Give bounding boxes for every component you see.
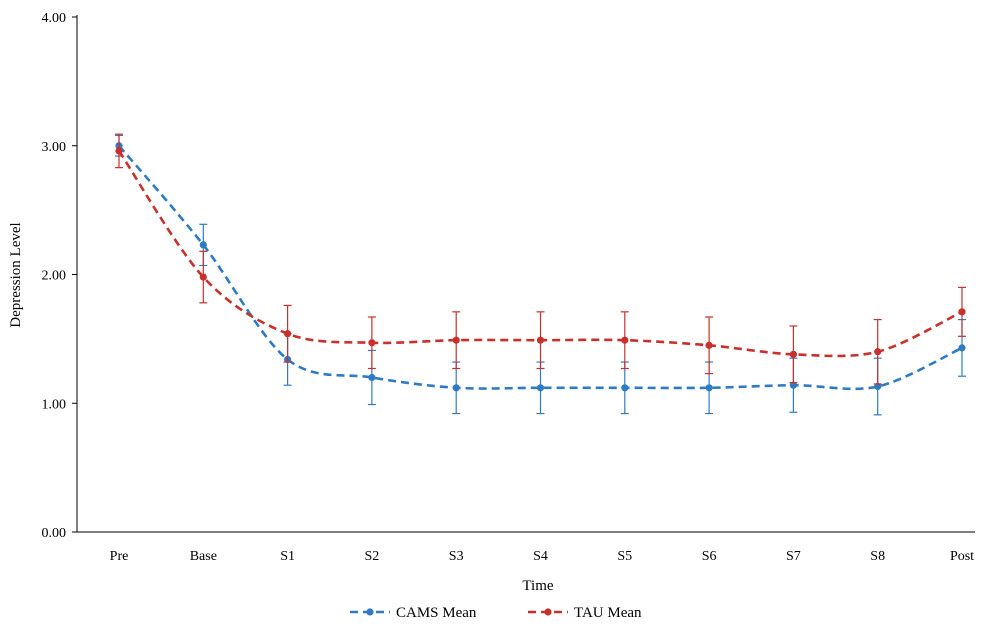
x-tick-label: Pre bbox=[110, 549, 129, 564]
y-tick-label: 1.00 bbox=[42, 397, 67, 412]
data-point bbox=[789, 350, 798, 358]
data-point bbox=[705, 341, 713, 349]
data-point bbox=[536, 336, 545, 344]
y-tick-label: 3.00 bbox=[42, 140, 67, 155]
data-point bbox=[621, 336, 629, 344]
series-line bbox=[117, 150, 963, 358]
x-tick-label: Base bbox=[190, 549, 217, 564]
legend-item: CAMS Mean bbox=[350, 605, 477, 621]
series-0 bbox=[115, 134, 966, 416]
data-point bbox=[368, 373, 376, 382]
data-point bbox=[284, 330, 292, 338]
x-tick-label: S7 bbox=[786, 549, 801, 564]
x-tick-label: S1 bbox=[280, 549, 295, 564]
legend-label: TAU Mean bbox=[574, 605, 642, 621]
series-line bbox=[118, 144, 963, 391]
data-point bbox=[199, 273, 207, 281]
data-point bbox=[621, 384, 629, 392]
y-tick-label: 0.00 bbox=[42, 526, 67, 541]
x-tick-label: Post bbox=[950, 549, 974, 564]
legend-label: CAMS Mean bbox=[396, 605, 477, 621]
legend: CAMS Mean TAU Mean bbox=[350, 605, 642, 621]
x-axis: Pre Base S1 S2 S3 S4 S5 S6 S7 S8 Post bbox=[77, 531, 975, 564]
data-point bbox=[536, 384, 545, 392]
series-layer bbox=[115, 133, 966, 416]
data-point bbox=[452, 336, 460, 344]
x-tick-label: S8 bbox=[870, 549, 885, 564]
x-axis-title: Time bbox=[522, 578, 553, 594]
legend-item: TAU Mean bbox=[528, 605, 642, 621]
data-point bbox=[958, 308, 966, 316]
data-point bbox=[789, 381, 798, 389]
data-point bbox=[199, 241, 207, 249]
y-tick-label: 2.00 bbox=[42, 269, 67, 284]
data-point bbox=[705, 384, 713, 392]
y-axis: 0.00 1.00 2.00 3.00 4.00 bbox=[42, 11, 78, 541]
data-point bbox=[958, 344, 966, 352]
x-tick-label: S4 bbox=[533, 549, 548, 564]
data-point bbox=[368, 339, 376, 347]
data-point bbox=[452, 384, 460, 392]
x-tick-label: S6 bbox=[702, 549, 717, 564]
data-point bbox=[874, 382, 882, 391]
series-1 bbox=[115, 133, 966, 385]
x-tick-label: S5 bbox=[617, 549, 632, 564]
legend-swatch-marker bbox=[366, 608, 374, 616]
legend-swatch-marker bbox=[544, 608, 552, 616]
x-tick-label: S3 bbox=[449, 549, 464, 564]
data-point bbox=[115, 147, 123, 155]
x-tick-label: S2 bbox=[365, 549, 380, 564]
y-tick-label: 4.00 bbox=[42, 11, 67, 26]
data-point bbox=[874, 348, 882, 356]
y-axis-title: Depression Level bbox=[8, 222, 24, 327]
